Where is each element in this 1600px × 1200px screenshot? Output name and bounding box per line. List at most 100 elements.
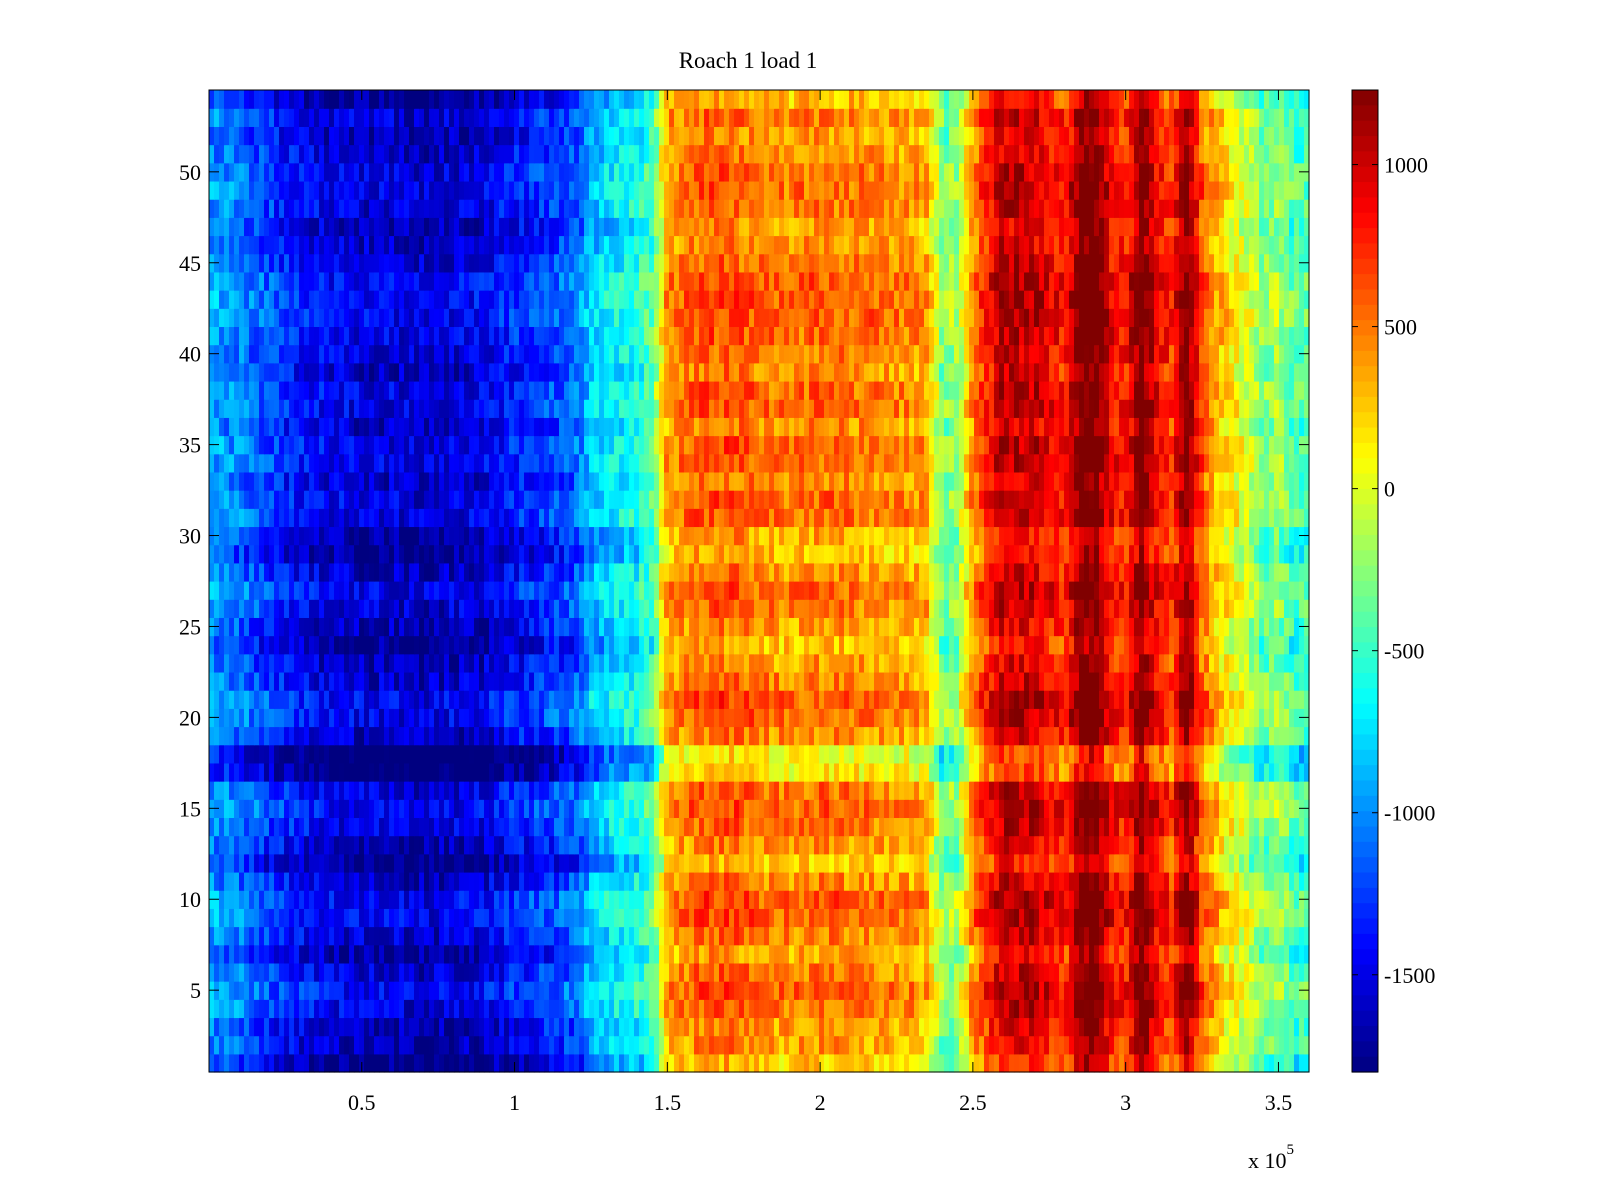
heatmap-cell [1284,981,1290,1000]
heatmap-cell [859,962,865,982]
heatmap-cell [599,926,605,946]
heatmap-cell [644,944,650,964]
heatmap-cell [834,962,840,982]
heatmap-cell [339,781,345,800]
heatmap-cell [609,799,615,819]
heatmap-cell [484,762,490,782]
heatmap-cell [524,871,530,891]
heatmap-cell [899,926,905,946]
heatmap-cell [1089,726,1095,746]
heatmap-cell [1094,726,1100,746]
heatmap-cell [1019,726,1025,746]
heatmap-cell [974,962,980,982]
heatmap-cell [244,1053,250,1073]
heatmap-cell [489,726,495,746]
heatmap-cell [709,690,715,709]
heatmap-cell [1134,1017,1140,1037]
heatmap-cell [954,926,960,946]
heatmap-cell [834,708,840,728]
heatmap-cell [499,653,505,673]
heatmap-cell [339,726,345,746]
heatmap-cell [854,671,860,691]
heatmap-cell [849,962,855,982]
heatmap-cell [934,726,940,746]
heatmap-cell [299,708,305,728]
heatmap-cell [1104,835,1110,855]
heatmap-cell [674,853,680,873]
heatmap-cell [419,653,425,673]
heatmap-cell [1064,744,1070,764]
heatmap-cell [889,890,895,909]
heatmap-cell [1224,671,1230,691]
heatmap-cell [219,853,225,873]
heatmap-cell [559,671,565,691]
heatmap-cell [1269,817,1275,837]
heatmap-cell [329,999,335,1019]
heatmap-cell [1239,853,1245,873]
heatmap-cell [1014,726,1020,746]
heatmap-cell [719,726,725,746]
heatmap-cell [439,999,445,1019]
heatmap-cell [934,981,940,1000]
heatmap-cell [1079,835,1085,855]
heatmap-cell [714,708,720,728]
heatmap-cell [464,799,470,819]
heatmap-cell [629,944,635,964]
heatmap-cell [884,999,890,1019]
heatmap-cell [849,1053,855,1073]
heatmap-cell [484,853,490,873]
heatmap-cell [714,653,720,673]
heatmap-cell [734,890,740,909]
heatmap-cell [504,890,510,909]
heatmap-cell [534,671,540,691]
heatmap-cell [514,781,520,800]
heatmap-cell [404,908,410,928]
heatmap-cell [254,1017,260,1037]
heatmap-cell [1174,908,1180,928]
heatmap-cell [774,781,780,800]
heatmap-cell [829,799,835,819]
heatmap-cell [394,708,400,728]
heatmap-cell [1284,835,1290,855]
heatmap-cell [804,817,810,837]
heatmap-cell [879,853,885,873]
heatmap-cell [764,1053,770,1073]
heatmap-cell [334,944,340,964]
heatmap-cell [479,781,485,800]
heatmap-cell [904,690,910,709]
heatmap-cell [294,817,300,837]
heatmap-cell [504,853,510,873]
heatmap-cell [489,671,495,691]
heatmap-cell [1219,962,1225,982]
heatmap-cell [224,908,230,928]
heatmap-cell [1209,999,1215,1019]
heatmap-cell [444,1035,450,1055]
heatmap-cell [969,962,975,982]
heatmap-cell [569,653,575,673]
heatmap-cell [1304,690,1310,709]
heatmap-cell [649,1053,655,1073]
heatmap-cell [254,671,260,691]
heatmap-cell [559,1035,565,1055]
heatmap-cell [279,653,285,673]
heatmap-cell [324,817,330,837]
heatmap-cell [349,690,355,709]
heatmap-cell [909,799,915,819]
heatmap-cell [389,690,395,709]
heatmap-cell [459,853,465,873]
heatmap-cell [1214,944,1220,964]
heatmap-cell [939,744,945,764]
heatmap-cell [914,890,920,909]
heatmap-cell [714,926,720,946]
heatmap-cell [209,1017,215,1037]
heatmap-cell [439,799,445,819]
heatmap-cell [294,1035,300,1055]
heatmap-cell [384,944,390,964]
heatmap-cell [759,835,765,855]
heatmap-cell [874,962,880,982]
heatmap-cell [804,926,810,946]
heatmap-cell [564,817,570,837]
heatmap-cell [609,853,615,873]
heatmap-cell [1224,1035,1230,1055]
heatmap-cell [1024,781,1030,800]
